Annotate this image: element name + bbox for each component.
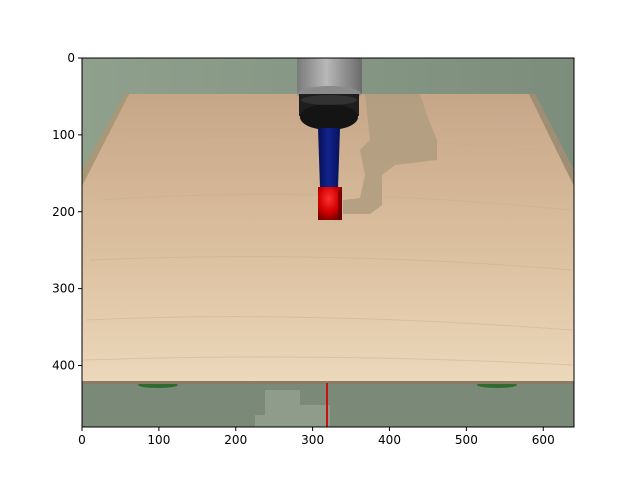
y-tick-label: 200 (52, 205, 75, 219)
gripper-finger (318, 128, 340, 188)
gripper-shadow (343, 94, 437, 214)
table-side-left (82, 94, 129, 186)
y-axis: 0 100 200 300 400 (52, 51, 82, 373)
y-tick-label: 400 (52, 359, 75, 373)
gripper (297, 58, 362, 188)
x-axis: 0 100 200 300 400 500 600 (78, 427, 555, 447)
gripper-ring-highlight (301, 95, 357, 105)
red-marker-line (326, 383, 328, 427)
camera-image (82, 58, 574, 427)
floor-shadow (255, 390, 330, 427)
y-tick-label: 300 (52, 282, 75, 296)
table-side-right (529, 94, 574, 186)
axes-frame (81, 57, 575, 428)
x-tick-label: 100 (147, 433, 170, 447)
y-tick-label: 0 (67, 51, 75, 65)
x-tick-label: 0 (78, 433, 86, 447)
x-tick-label: 200 (224, 433, 247, 447)
x-tick-label: 400 (378, 433, 401, 447)
red-cube-side (338, 190, 342, 220)
x-tick-label: 500 (455, 433, 478, 447)
table-top (82, 94, 574, 382)
table-edge (82, 381, 574, 384)
red-cube (318, 187, 342, 220)
x-tick-label: 300 (301, 433, 324, 447)
gripper-ring-bottom (300, 104, 358, 130)
x-tick-label: 600 (532, 433, 555, 447)
y-tick-label: 100 (52, 128, 75, 142)
